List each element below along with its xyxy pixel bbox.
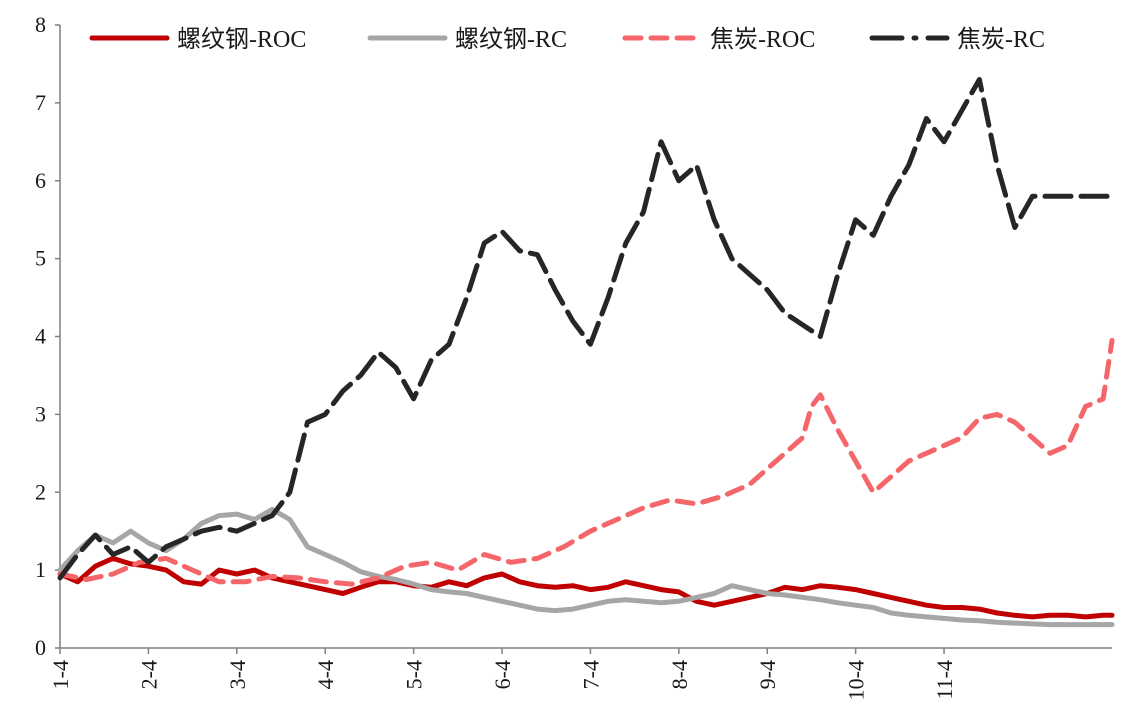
x-tick-label: 1-4 — [48, 660, 73, 689]
legend-label-1: 螺纹钢-ROC — [177, 26, 306, 53]
x-tick-label: 2-4 — [136, 660, 161, 689]
legend-label-2: 螺纹钢-RC — [455, 26, 567, 53]
x-tick-label: 7-4 — [578, 660, 603, 689]
x-tick-label: 4-4 — [313, 660, 338, 689]
y-tick-label: 4 — [35, 324, 46, 349]
legend-label-4: 焦炭-RC — [957, 26, 1045, 53]
x-tick-label: 8-4 — [667, 660, 692, 689]
x-tick-label: 3-4 — [225, 660, 250, 689]
x-tick-label: 10-4 — [844, 660, 869, 700]
series-line-2 — [57, 506, 1115, 628]
legend: 螺纹钢-ROC 螺纹钢-RC 焦炭-ROC 焦炭-RC — [89, 26, 1045, 53]
y-tick-label: 5 — [35, 246, 46, 271]
series-line-3 — [57, 337, 1115, 587]
y-tick-label: 6 — [35, 168, 46, 193]
y-tick-label: 7 — [35, 90, 46, 115]
axes: 0 1 2 3 4 5 6 7 8 1-4 2-4 3-4 4-4 5-4 6-4 7-4 8-4 9-4 10-4… — [35, 12, 1112, 700]
x-tick-label: 6-4 — [490, 660, 515, 689]
series-line-4 — [57, 77, 1115, 581]
x-tick-label: 9-4 — [755, 660, 780, 689]
y-tick-label: 8 — [35, 12, 46, 37]
x-tick-label: 11-4 — [932, 660, 957, 700]
y-tick-label: 0 — [35, 635, 46, 660]
series-line-1 — [57, 555, 1115, 620]
legend-label-3: 焦炭-ROC — [710, 26, 815, 53]
x-tick-label: 5-4 — [402, 660, 427, 689]
y-tick-label: 2 — [35, 479, 46, 504]
y-tick-label: 1 — [35, 557, 46, 582]
series-layer — [57, 77, 1115, 628]
y-tick-label: 3 — [35, 401, 46, 426]
